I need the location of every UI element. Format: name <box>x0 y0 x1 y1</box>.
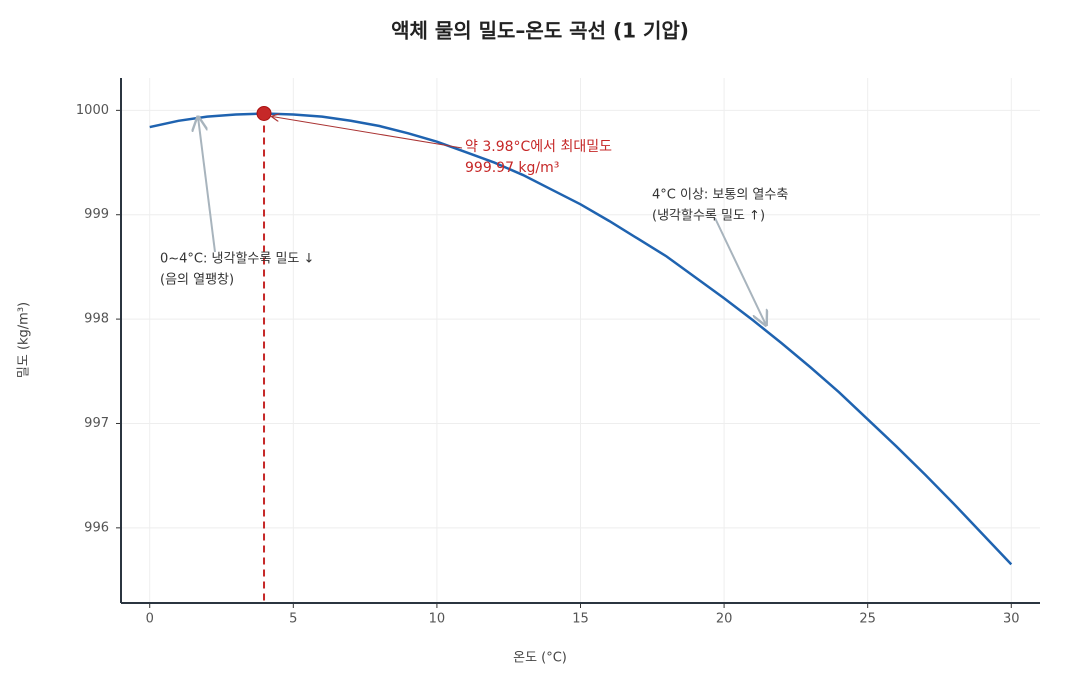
x-tick-label: 25 <box>859 612 876 627</box>
annotation-text: 999.97 kg/m³ <box>465 160 559 176</box>
x-tick-label: 30 <box>1003 612 1020 627</box>
x-tick-label: 5 <box>289 612 297 627</box>
annotation-text: 0~4°C: 냉각할수록 밀도 ↓ <box>160 252 314 267</box>
x-tick-label: 10 <box>429 612 446 627</box>
y-axis-label: 밀도 (kg/m³) <box>17 302 32 378</box>
x-tick-label: 15 <box>572 612 589 627</box>
annotation-arrow <box>272 116 463 149</box>
y-tick-label: 999 <box>84 207 109 222</box>
density-line <box>149 112 1013 566</box>
y-tick-label: 998 <box>84 312 109 327</box>
annotation-arrow <box>198 117 216 253</box>
y-tick-label: 996 <box>84 520 109 535</box>
annotation-arrow <box>714 217 766 325</box>
x-tick-label: 20 <box>716 612 733 627</box>
y-tick-label: 997 <box>84 416 109 431</box>
x-tick-label: 0 <box>146 612 154 627</box>
max-point <box>256 105 272 121</box>
annotation-text: (음의 열팽창) <box>160 273 234 288</box>
y-tick-label: 1000 <box>76 103 109 118</box>
annotation-text: 4°C 이상: 보통의 열수축 <box>652 188 788 203</box>
chart-title: 액체 물의 밀도–온도 곡선 (1 기압) <box>391 19 689 43</box>
x-axis-label: 온도 (°C) <box>513 651 567 666</box>
annotation-text: 약 3.98°C에서 최대밀도 <box>465 139 612 155</box>
annotation-text: (냉각할수록 밀도 ↑) <box>652 209 765 224</box>
